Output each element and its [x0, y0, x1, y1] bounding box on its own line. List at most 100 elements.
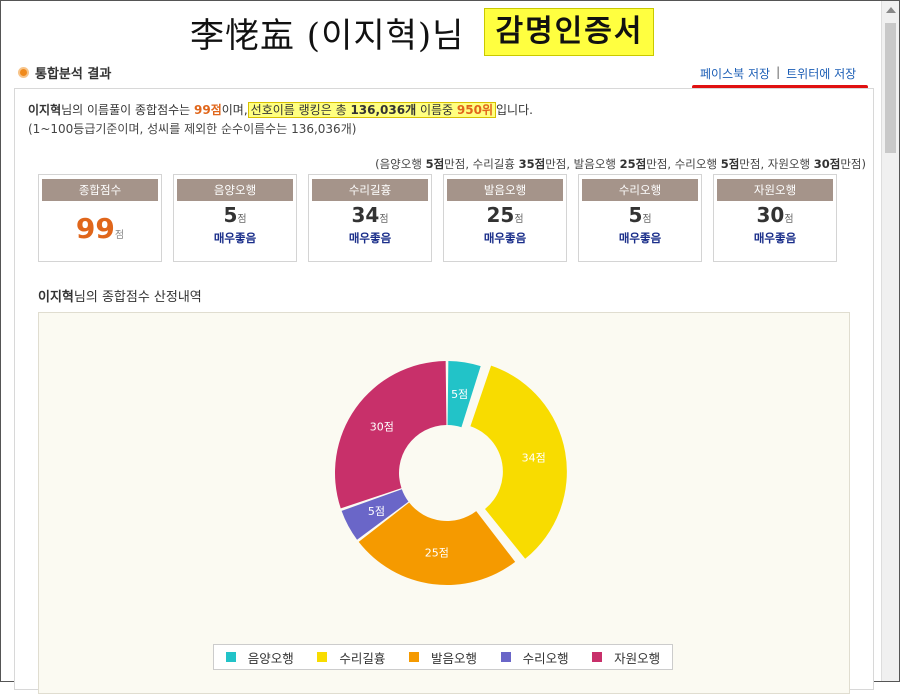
legend-label: 음양오행 — [247, 650, 294, 666]
max-value: 5점 — [425, 157, 445, 171]
slice-label: 30점 — [370, 421, 394, 434]
slice-label: 34점 — [522, 452, 546, 465]
score-card-value: 99점 — [39, 215, 161, 250]
legend-label: 자원오행 — [614, 650, 661, 666]
detail-heading: 이지혁님의 종합점수 산정내역 — [38, 286, 202, 305]
donut-slice[interactable] — [334, 361, 447, 509]
donut-slice[interactable] — [470, 365, 567, 559]
legend-swatch — [408, 652, 419, 662]
score-card-label: 발음오행 — [447, 179, 563, 201]
summary-note: (1~100등급기준이며, 성씨를 제외한 순수이름수는 136,036개) — [28, 122, 357, 136]
summary-name: 이지혁 — [28, 103, 62, 117]
certificate-title: 李恅衁 (이지혁)님 감명인증서 — [190, 6, 655, 58]
legend-label: 수리길흉 — [339, 650, 386, 666]
score-card-grade: 매우좋음 — [483, 231, 527, 245]
score-card-number-element: 수리오행 5점 매우좋음 — [578, 174, 702, 262]
legend-swatch — [592, 652, 603, 662]
score-card-label: 수리오행 — [582, 179, 698, 201]
title-certificate-badge: 감명인증서 — [484, 8, 655, 56]
chart-legend: 음양오행 수리길흉 발음오행 수리오행 자원오행 — [213, 644, 673, 670]
score-card-value: 34점 — [309, 205, 431, 230]
slice-label: 25점 — [425, 546, 449, 559]
ranking-text: 선호이름 랭킹은 총 — [250, 103, 351, 117]
score-value: 34 — [351, 203, 380, 227]
summary-text-2: 이며, — [221, 103, 248, 117]
legend-item[interactable]: 음양오행 — [225, 648, 294, 667]
max-text: 만점, 자원오행 — [739, 157, 814, 171]
summary-text: 님의 이름풀이 종합점수는 — [61, 103, 195, 117]
chart-area: 5점 34점 25점 5점 30점 — [38, 312, 850, 694]
score-unit: 점 — [237, 214, 247, 225]
max-value: 35점 — [518, 157, 546, 171]
score-cards: 종합점수 99점 음양오행 5점 매우좋음 수리길흉 34점 매우좋음 발음오행… — [38, 174, 837, 262]
score-card-total: 종합점수 99점 — [38, 174, 162, 262]
legend-label: 수리오행 — [522, 650, 569, 666]
score-card-grade: 매우좋음 — [213, 231, 257, 245]
score-value: 99 — [75, 212, 115, 245]
max-text: 만점, 발음오행 — [545, 157, 620, 171]
legend-item[interactable]: 발음오행 — [408, 648, 477, 667]
score-card-label: 종합점수 — [42, 179, 158, 201]
ranking-highlight: 선호이름 랭킹은 총 136,036개 이름중 950위 — [247, 102, 496, 118]
section-title: 통합분석 결과 — [35, 67, 112, 82]
score-unit: 점 — [514, 214, 524, 225]
legend-swatch — [317, 652, 328, 662]
ranking-total: 136,036개 — [350, 103, 417, 117]
score-unit: 점 — [642, 214, 652, 225]
share-separator: | — [776, 65, 781, 79]
score-card-grade: 매우좋음 — [753, 231, 797, 245]
legend-swatch — [225, 652, 236, 662]
score-value: 25 — [486, 203, 515, 227]
max-text: (음양오행 — [375, 157, 426, 171]
slice-label: 5점 — [451, 388, 468, 401]
donut-slice[interactable] — [447, 361, 481, 428]
score-value: 5 — [628, 203, 643, 227]
score-card-pronunciation: 발음오행 25점 매우좋음 — [443, 174, 567, 262]
legend-label: 발음오행 — [430, 650, 477, 666]
detail-text: 님의 종합점수 산정내역 — [73, 290, 202, 305]
twitter-save-link[interactable]: 트위터에 저장 — [786, 67, 857, 81]
summary-line: 이지혁님의 이름풀이 종합점수는 99점이며, 선호이름 랭킹은 총 136,03… — [28, 101, 533, 118]
total-score-text: 99점 — [194, 103, 222, 117]
title-name: 李恅衁 (이지혁)님 — [190, 15, 465, 56]
ranking-rank: 950위 — [456, 103, 493, 117]
summary-text-3: 입니다. — [495, 103, 533, 117]
score-value: 5 — [223, 203, 238, 227]
section-header: 통합분석 결과 — [18, 63, 111, 82]
max-value: 5점 — [720, 157, 740, 171]
bullet-icon — [18, 67, 29, 78]
ranking-mid: 이름중 — [416, 103, 457, 117]
score-card-character-element: 자원오행 30점 매우좋음 — [713, 174, 837, 262]
share-links: 페이스북 저장 | 트위터에 저장 — [700, 65, 856, 82]
max-text: 만점, 수리길흉 — [444, 157, 519, 171]
detail-name: 이지혁 — [38, 290, 74, 305]
facebook-save-link[interactable]: 페이스북 저장 — [700, 67, 771, 81]
score-card-grade: 매우좋음 — [348, 231, 392, 245]
score-value: 30 — [756, 203, 785, 227]
max-text: 만점) — [840, 157, 866, 171]
score-card-grade: 매우좋음 — [618, 231, 662, 245]
annotation-underline — [692, 85, 868, 89]
score-card-value: 25점 — [444, 205, 566, 230]
slice-label: 5점 — [368, 505, 385, 518]
score-card-yinyang: 음양오행 5점 매우좋음 — [173, 174, 297, 262]
max-value: 25점 — [619, 157, 647, 171]
score-unit: 점 — [114, 230, 125, 241]
legend-item[interactable]: 수리길흉 — [317, 648, 385, 667]
scroll-thumb[interactable] — [885, 23, 896, 153]
scroll-up-icon[interactable] — [886, 7, 896, 13]
legend-item[interactable]: 자원오행 — [592, 648, 660, 667]
legend-item[interactable]: 수리오행 — [500, 648, 569, 667]
donut-chart: 5점 34점 25점 5점 30점 — [334, 361, 567, 585]
score-unit: 점 — [784, 214, 794, 225]
score-card-value: 5점 — [579, 205, 701, 230]
donut-slice[interactable] — [358, 502, 516, 585]
donut-slice[interactable] — [341, 489, 409, 540]
score-card-value: 5점 — [174, 205, 296, 230]
score-card-numerology: 수리길흉 34점 매우좋음 — [308, 174, 432, 262]
score-card-label: 자원오행 — [717, 179, 833, 201]
vertical-scrollbar[interactable] — [881, 1, 899, 681]
score-card-label: 음양오행 — [177, 179, 293, 201]
score-card-value: 30점 — [714, 205, 836, 230]
max-score-info: (음양오행 5점만점, 수리길흉 35점만점, 발음오행 25점만점, 수리오행… — [375, 156, 866, 172]
